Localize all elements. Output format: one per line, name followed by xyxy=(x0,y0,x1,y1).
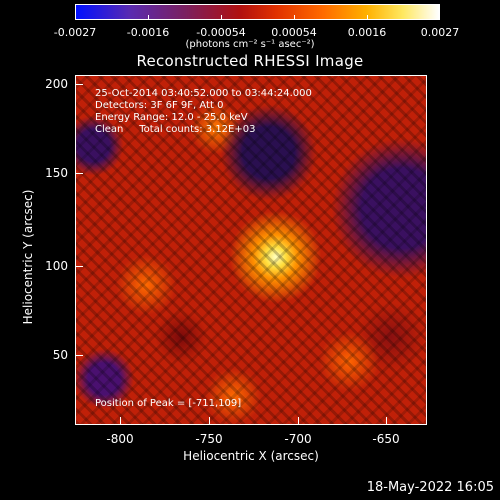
clean-counts-text: Clean Total counts: 3.12E+03 xyxy=(95,124,256,135)
y-tick xyxy=(75,355,83,356)
page-title: Reconstructed RHESSI Image xyxy=(136,52,364,70)
colorbar-label: 0.00054 xyxy=(271,26,317,39)
detectors-text: Detectors: 3F 6F 9F, Att 0 xyxy=(95,100,224,111)
x-tick-label: -650 xyxy=(372,432,400,446)
colorbar-tick xyxy=(148,15,149,20)
colorbar-tick xyxy=(294,15,295,20)
y-tick xyxy=(75,266,83,267)
x-tick-label: -800 xyxy=(106,432,134,446)
energy-range-text: Energy Range: 12.0 - 25.0 keV xyxy=(95,112,248,123)
rhessi-image xyxy=(75,75,427,425)
colorbar-units: (photons cm⁻² s⁻¹ asec⁻²) xyxy=(185,39,315,50)
colorbar-label: -0.0027 xyxy=(53,26,97,39)
colorbar-label: -0.0016 xyxy=(126,26,170,39)
y-axis-title: Heliocentric Y (arcsec) xyxy=(21,189,35,325)
x-axis-title: Heliocentric X (arcsec) xyxy=(183,449,319,463)
x-tick xyxy=(209,417,210,425)
colorbar xyxy=(75,4,440,20)
y-tick xyxy=(75,84,83,85)
y-tick-label: 50 xyxy=(52,348,68,362)
x-tick-label: -750 xyxy=(195,432,223,446)
x-tick xyxy=(298,417,299,425)
y-tick-label: 200 xyxy=(45,77,68,91)
y-tick-label: 150 xyxy=(45,166,68,180)
peak-position-text: Position of Peak = [-711,109] xyxy=(95,398,242,409)
colorbar-label: -0.00054 xyxy=(196,26,246,39)
colorbar-label: 0.0016 xyxy=(347,26,387,39)
x-tick-label: -700 xyxy=(284,432,312,446)
time-range-text: 25-Oct-2014 03:40:52.000 to 03:44:24.000 xyxy=(95,88,312,99)
x-tick xyxy=(120,417,121,425)
y-tick-label: 100 xyxy=(45,259,68,273)
y-tick xyxy=(75,173,83,174)
timestamp: 18-May-2022 16:05 xyxy=(366,480,494,495)
colorbar-tick xyxy=(221,15,222,20)
x-tick xyxy=(386,417,387,425)
colorbar-tick xyxy=(367,15,368,20)
colorbar-label: 0.0027 xyxy=(420,26,460,39)
